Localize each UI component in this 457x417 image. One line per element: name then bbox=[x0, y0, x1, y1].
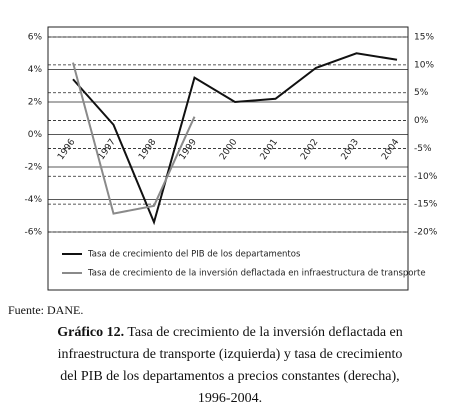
legend-label: Tasa de crecimiento del PIB de los depar… bbox=[87, 250, 301, 260]
y2-tick-label: -10% bbox=[414, 172, 438, 182]
caption-text: Tasa de crecimiento de la inversión defl… bbox=[127, 325, 402, 340]
y-tick-label: -4% bbox=[24, 195, 42, 205]
x-tick-label: 2002 bbox=[299, 137, 320, 161]
chart-frame bbox=[47, 26, 409, 291]
x-tick-label: 1999 bbox=[178, 137, 199, 162]
y-tick-label: 4% bbox=[28, 65, 43, 75]
x-tick-label: 2004 bbox=[380, 137, 401, 162]
y2-tick-label: -5% bbox=[414, 144, 432, 154]
y-tick-label: 0% bbox=[28, 130, 43, 140]
y2-tick-label: -20% bbox=[414, 228, 438, 238]
x-tick-label: 2000 bbox=[218, 137, 239, 162]
y-tick-label: 2% bbox=[28, 98, 43, 108]
x-tick-label: 2003 bbox=[340, 137, 361, 161]
caption-line: 1996-2004. bbox=[198, 391, 262, 406]
y2-tick-label: 10% bbox=[414, 60, 434, 70]
caption-line: Gráfico 12. Tasa de crecimiento de la in… bbox=[57, 325, 403, 340]
x-tick-label: 2001 bbox=[259, 137, 280, 161]
x-tick-label: 1996 bbox=[56, 137, 77, 162]
caption-label: Gráfico 12. bbox=[57, 325, 124, 340]
y2-tick-label: -15% bbox=[414, 200, 438, 210]
y-tick-label: -6% bbox=[24, 228, 42, 238]
x-tick-label: 1997 bbox=[97, 137, 118, 161]
y2-tick-label: 15% bbox=[414, 33, 434, 43]
x-tick-label: 1998 bbox=[137, 137, 158, 162]
source-label: Fuente: bbox=[8, 303, 44, 317]
y2-tick-label: 5% bbox=[414, 88, 429, 98]
y2-tick-label: 0% bbox=[414, 116, 429, 126]
series-line bbox=[72, 62, 196, 215]
y-tick-label: -2% bbox=[24, 163, 42, 173]
source: Fuente: DANE. bbox=[8, 303, 83, 317]
source-text: DANE. bbox=[47, 303, 83, 317]
caption-line: del PIB de los departamentos a precios c… bbox=[60, 369, 399, 384]
legend-label: Tasa de crecimiento de la inversión defl… bbox=[87, 268, 426, 279]
y-tick-label: 6% bbox=[28, 33, 43, 43]
series-line bbox=[72, 52, 398, 226]
caption-line: infraestructura de transporte (izquierda… bbox=[58, 347, 403, 362]
